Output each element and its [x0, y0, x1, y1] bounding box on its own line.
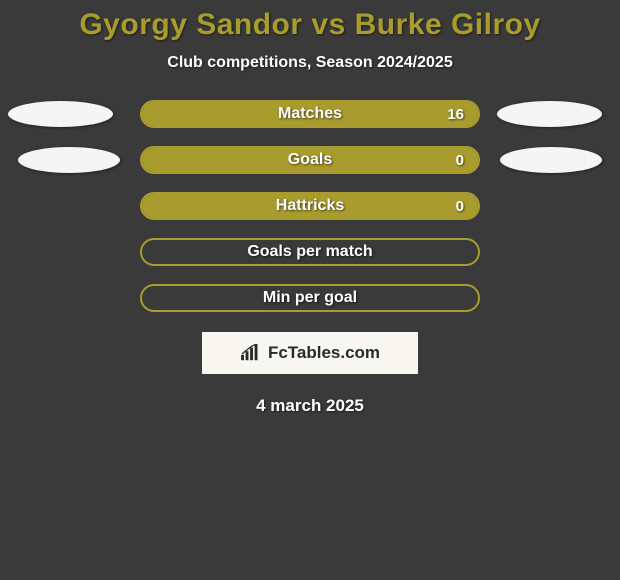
- stat-label: Min per goal: [263, 289, 357, 307]
- stat-bar: Min per goal: [140, 284, 480, 312]
- stat-label: Hattricks: [276, 197, 344, 215]
- stat-bar: Matches 16: [140, 100, 480, 128]
- stat-label: Matches: [278, 105, 342, 123]
- right-player-marker: [497, 101, 602, 127]
- stat-value: 16: [447, 106, 464, 123]
- comparison-row: Hattricks 0: [0, 192, 620, 220]
- stat-bar: Goals 0: [140, 146, 480, 174]
- page-subtitle: Club competitions, Season 2024/2025: [0, 54, 620, 72]
- branding-text: FcTables.com: [268, 343, 380, 363]
- bar-chart-icon: [240, 344, 262, 362]
- comparison-row: Goals 0: [0, 146, 620, 174]
- page-title: Gyorgy Sandor vs Burke Gilroy: [0, 8, 620, 42]
- stat-label: Goals per match: [247, 243, 372, 261]
- date-label: 4 march 2025: [0, 396, 620, 416]
- stat-value: 0: [456, 198, 464, 215]
- left-player-marker: [18, 147, 120, 173]
- comparison-row: Matches 16: [0, 100, 620, 128]
- comparison-infographic: Gyorgy Sandor vs Burke Gilroy Club compe…: [0, 0, 620, 416]
- stat-bar: Hattricks 0: [140, 192, 480, 220]
- left-player-marker: [8, 101, 113, 127]
- comparison-row: Goals per match: [0, 238, 620, 266]
- right-player-marker: [500, 147, 602, 173]
- comparison-row: Min per goal: [0, 284, 620, 312]
- comparison-rows: Matches 16 Goals 0 Hattricks 0 Goals per match…: [0, 100, 620, 312]
- stat-bar: Goals per match: [140, 238, 480, 266]
- branding-box: FcTables.com: [202, 332, 418, 374]
- stat-value: 0: [456, 152, 464, 169]
- stat-label: Goals: [288, 151, 332, 169]
